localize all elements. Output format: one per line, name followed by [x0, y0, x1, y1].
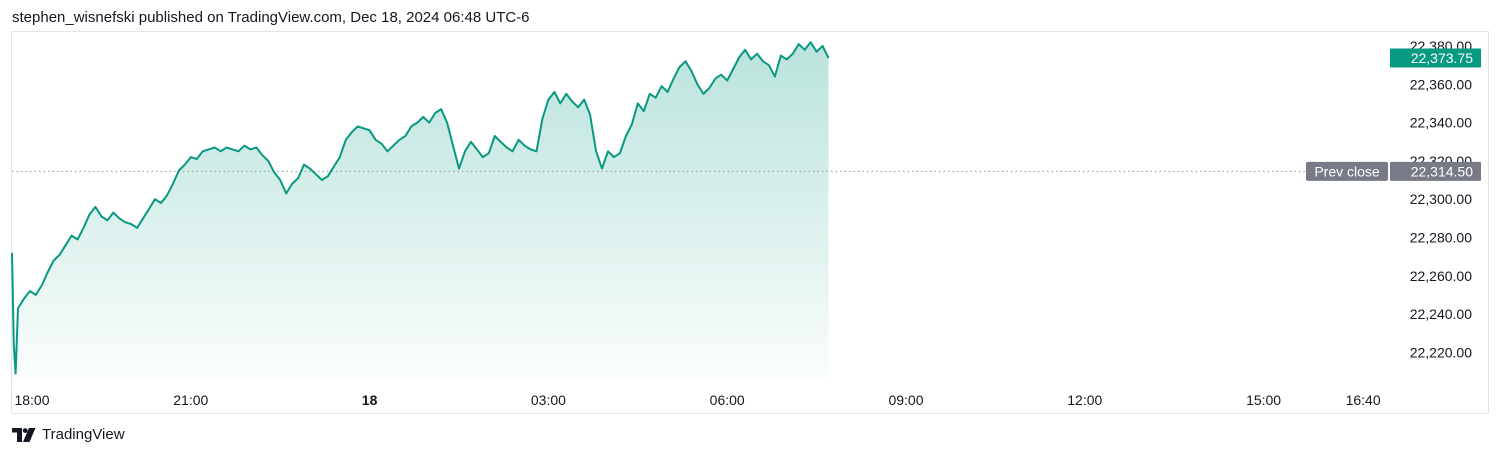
- x-tick-label: 09:00: [888, 392, 923, 408]
- x-tick-label: 21:00: [173, 392, 208, 408]
- prev-close-tag: [1306, 161, 1388, 181]
- prev-close-value: 22,314.50: [1411, 163, 1473, 179]
- prev-close-badge: [1390, 161, 1481, 181]
- tradingview-logo-icon[interactable]: [12, 427, 36, 442]
- last-price-label: 22,373.75: [1411, 50, 1473, 66]
- y-tick-label: 22,360.00: [1410, 76, 1472, 92]
- y-tick-label: 22,300.00: [1410, 191, 1472, 207]
- x-tick-label: 12:00: [1067, 392, 1102, 408]
- x-tick-label: 03:00: [531, 392, 566, 408]
- brand-name[interactable]: TradingView: [42, 426, 125, 443]
- y-tick-label: 22,340.00: [1410, 115, 1472, 131]
- y-tick-label: 22,240.00: [1410, 306, 1472, 322]
- x-tick-label: 18:00: [14, 392, 49, 408]
- prev-close-text: Prev close: [1314, 163, 1380, 179]
- y-tick-label: 22,260.00: [1410, 268, 1472, 284]
- y-tick-label: 22,220.00: [1410, 344, 1472, 360]
- price-line[interactable]: [11, 41, 830, 375]
- price-area-fill: [12, 42, 829, 378]
- last-price-badge: [1390, 48, 1481, 68]
- x-tick-label: 06:00: [710, 392, 745, 408]
- y-tick-label: 22,280.00: [1410, 230, 1472, 246]
- footer: TradingView: [12, 426, 125, 443]
- publisher-line: stephen_wisnefski published on TradingVi…: [12, 9, 530, 26]
- x-tick-label: 18: [362, 392, 378, 408]
- x-tick-label: 16:40: [1346, 392, 1381, 408]
- price-area-chart[interactable]: 22,380.0022,360.0022,340.0022,320.0022,3…: [0, 0, 1500, 420]
- x-tick-label: 15:00: [1246, 392, 1281, 408]
